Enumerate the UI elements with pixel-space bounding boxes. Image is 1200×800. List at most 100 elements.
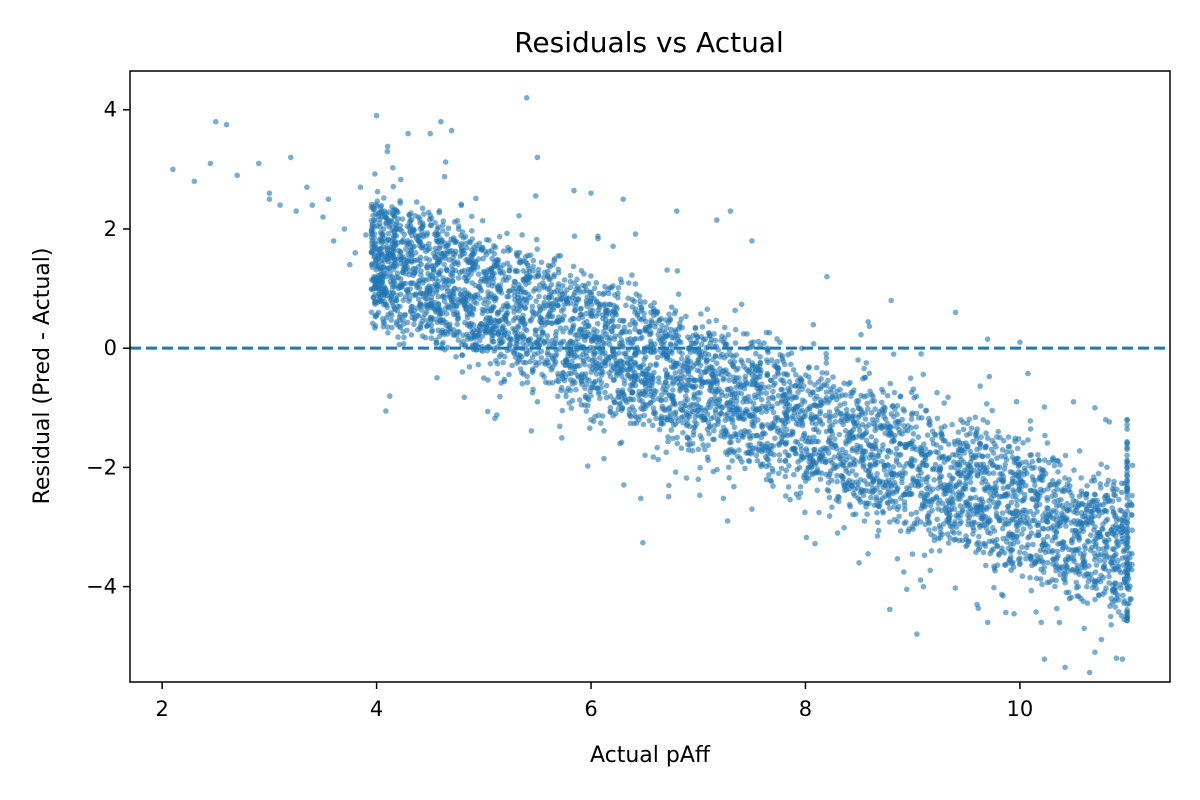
scatter-point — [652, 410, 659, 417]
scatter-point — [718, 410, 724, 417]
scatter-point — [843, 465, 849, 472]
scatter-point — [632, 281, 639, 287]
scatter-point — [440, 222, 446, 228]
scatter-point — [925, 451, 931, 458]
scatter-point — [793, 450, 799, 457]
scatter-point — [1079, 520, 1086, 526]
scatter-point — [494, 311, 501, 317]
scatter-point — [506, 371, 512, 378]
scatter-point — [923, 408, 929, 414]
scatter-point — [818, 446, 824, 453]
scatter-point — [456, 286, 463, 293]
scatter-point — [1005, 503, 1012, 509]
scatter-point — [885, 448, 892, 454]
scatter-point — [768, 446, 774, 453]
scatter-point — [826, 513, 833, 519]
scatter-point — [888, 411, 895, 417]
scatter-point — [783, 467, 789, 474]
scatter-point — [458, 201, 465, 207]
scatter-point — [567, 317, 574, 324]
scatter-point — [992, 568, 998, 574]
scatter-point — [1079, 564, 1086, 570]
scatter-point — [577, 289, 583, 295]
scatter-point — [938, 425, 945, 431]
scatter-point — [699, 436, 705, 442]
scatter-point — [909, 462, 915, 469]
scatter-point — [459, 268, 465, 275]
scatter-point — [909, 551, 916, 557]
scatter-point — [1065, 568, 1072, 574]
scatter-point — [462, 233, 469, 240]
scatter-point — [1035, 532, 1042, 539]
scatter-point — [878, 399, 885, 406]
scatter-point — [841, 400, 848, 407]
scatter-point — [825, 399, 831, 406]
scatter-point — [815, 386, 821, 393]
scatter-point — [654, 308, 660, 315]
scatter-point — [455, 337, 462, 344]
scatter-point — [955, 429, 962, 436]
scatter-point — [452, 267, 459, 274]
scatter-point — [581, 271, 587, 277]
scatter-point — [430, 269, 437, 275]
scatter-point — [404, 255, 411, 262]
scatter-point — [539, 371, 545, 378]
scatter-point — [689, 383, 696, 390]
scatter-point — [978, 496, 985, 502]
scatter-point — [629, 272, 635, 278]
scatter-point — [1072, 527, 1079, 534]
scatter-point — [615, 285, 622, 291]
scatter-point — [972, 414, 979, 421]
scatter-point — [708, 382, 714, 389]
scatter-point — [980, 549, 987, 556]
scatter-point — [868, 443, 874, 450]
scatter-point — [1075, 593, 1082, 599]
scatter-point — [581, 357, 587, 364]
scatter-point — [458, 232, 464, 239]
scatter-point — [881, 467, 888, 473]
scatter-point — [400, 257, 407, 263]
scatter-point — [1025, 370, 1031, 377]
scatter-point — [372, 171, 378, 177]
scatter-point — [956, 461, 963, 468]
scatter-point — [632, 326, 638, 333]
scatter-point — [637, 298, 643, 304]
scatter-point — [697, 464, 703, 471]
scatter-point — [1046, 512, 1053, 519]
scatter-point — [738, 301, 745, 308]
scatter-point — [454, 217, 461, 224]
scatter-point — [913, 393, 920, 400]
scatter-point — [977, 441, 984, 447]
scatter-point — [639, 368, 646, 374]
scatter-point — [717, 354, 724, 360]
scatter-point — [510, 286, 516, 292]
scatter-point — [1015, 539, 1021, 545]
scatter-point — [402, 280, 409, 287]
scatter-point — [890, 403, 896, 409]
scatter-point — [521, 322, 527, 328]
scatter-point — [521, 289, 527, 296]
scatter-point — [1019, 510, 1025, 516]
scatter-point — [500, 248, 507, 254]
scatter-point — [557, 253, 564, 259]
scatter-point — [417, 325, 424, 332]
scatter-point — [755, 417, 761, 423]
scatter-point — [567, 329, 573, 336]
scatter-point — [745, 357, 752, 364]
scatter-point — [621, 482, 627, 488]
scatter-point — [504, 293, 510, 300]
scatter-point — [1096, 592, 1102, 598]
scatter-point — [557, 325, 564, 331]
scatter-point — [600, 315, 606, 322]
scatter-point — [582, 361, 588, 368]
scatter-point — [486, 237, 492, 243]
scatter-point — [1039, 542, 1046, 548]
scatter-point — [453, 354, 459, 360]
scatter-point — [684, 417, 690, 423]
scatter-point — [1106, 573, 1112, 580]
scatter-point — [754, 374, 761, 380]
scatter-point — [453, 304, 460, 310]
scatter-point — [454, 321, 461, 328]
scatter-point — [712, 390, 718, 397]
scatter-point — [838, 472, 845, 479]
